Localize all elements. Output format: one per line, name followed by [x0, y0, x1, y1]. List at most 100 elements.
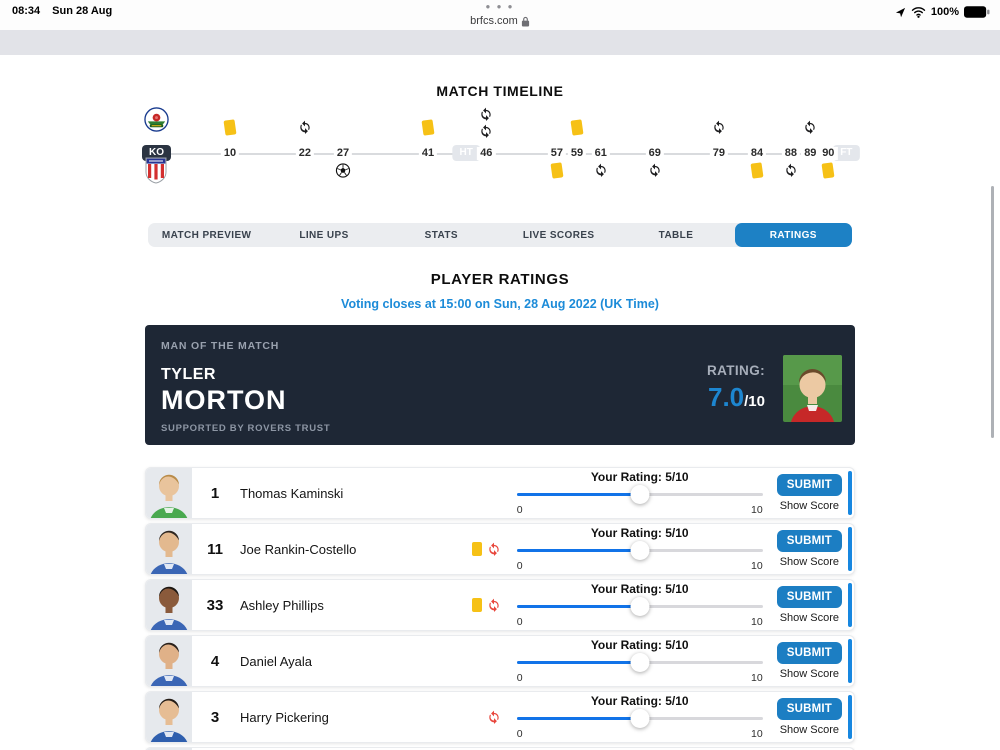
- slider-min-label: 0: [516, 504, 523, 516]
- your-rating-label: Your Rating: 5/10: [590, 638, 689, 652]
- kickoff-badge: KO: [142, 145, 171, 161]
- browser-toolbar-band: [0, 30, 1000, 55]
- substitution-icon: [650, 163, 660, 177]
- yellow-card-icon: [421, 119, 435, 136]
- rating-control: Your Rating: 5/10 0 10: [516, 638, 763, 684]
- slider-max-label: 10: [751, 504, 763, 516]
- slider-min-label: 0: [516, 560, 523, 572]
- substitution-icon: [300, 120, 310, 134]
- yellow-card-icon: [550, 162, 564, 179]
- tab-ratings[interactable]: RATINGS: [734, 223, 852, 247]
- tab-overview-dots-icon[interactable]: ● ● ●: [485, 2, 515, 11]
- show-score-link[interactable]: Show Score: [779, 556, 840, 568]
- submit-rating-button[interactable]: SUBMIT: [776, 642, 842, 664]
- tab-match-preview[interactable]: MATCH PREVIEW: [161, 229, 252, 241]
- status-time-date: 08:34 Sun 28 Aug: [12, 5, 112, 17]
- row-accent-bar: [848, 695, 852, 739]
- motm-rating-label: RATING:: [706, 363, 765, 378]
- timeline-minute-label: 59: [567, 147, 587, 160]
- your-rating-label: Your Rating: 5/10: [590, 470, 689, 484]
- slider-thumb[interactable]: [630, 541, 650, 560]
- show-score-link[interactable]: Show Score: [779, 668, 840, 680]
- player-shirt-number: 1: [210, 484, 220, 502]
- rating-slider[interactable]: [516, 653, 763, 672]
- page-scrollbar[interactable]: [991, 186, 994, 438]
- tab-stats[interactable]: STATS: [424, 229, 458, 241]
- slider-track-fill: [516, 493, 640, 496]
- partially-visible-player-row: [145, 747, 855, 750]
- status-time: 08:34: [12, 5, 41, 17]
- slider-max-label: 10: [751, 560, 763, 572]
- yellow-card-icon: [223, 119, 237, 136]
- url-text: brfcs.com: [470, 15, 518, 27]
- player-match-event-icons: [459, 542, 501, 556]
- timeline-minute-label: 22: [295, 147, 314, 160]
- half-time-badge: HT: [452, 145, 480, 161]
- address-bar[interactable]: brfcs.com: [470, 15, 530, 27]
- player-photo: [146, 636, 192, 686]
- yellow-card-icon: [750, 162, 764, 179]
- timeline-minute-label: 10: [220, 147, 240, 160]
- row-accent-bar: [848, 527, 852, 571]
- goal-icon: [335, 163, 351, 178]
- timeline-minute-label: 27: [333, 147, 353, 160]
- substitution-icon: [489, 542, 499, 556]
- player-shirt-number: 3: [210, 708, 220, 726]
- slider-thumb[interactable]: [630, 653, 650, 672]
- man-of-the-match-card: MAN OF THE MATCH TYLER MORTON SUPPORTED …: [145, 325, 855, 445]
- submit-rating-button[interactable]: SUBMIT: [776, 698, 842, 720]
- slider-thumb[interactable]: [630, 709, 650, 728]
- rating-slider[interactable]: [516, 541, 763, 560]
- substitution-icon: [481, 107, 491, 121]
- section-tab-bar: MATCH PREVIEW LINE UPS STATS LIVE SCORES TAB…: [148, 223, 852, 247]
- player-name: Ashley Phillips: [240, 597, 324, 613]
- rating-slider[interactable]: [516, 709, 763, 728]
- voting-deadline-text: Voting closes at 15:00 on Sun, 28 Aug 20…: [341, 297, 659, 311]
- full-time-badge: FT: [833, 145, 860, 161]
- rating-slider[interactable]: [516, 485, 763, 504]
- tab-table[interactable]: TABLE: [658, 229, 694, 241]
- your-rating-label: Your Rating: 5/10: [590, 582, 689, 596]
- slider-min-label: 0: [516, 616, 523, 628]
- slider-max-label: 10: [751, 728, 763, 740]
- player-photo: [146, 748, 192, 750]
- motm-first-name: TYLER: [161, 366, 216, 383]
- timeline-event-substitution-away: [784, 163, 798, 177]
- substitution-icon: [489, 710, 499, 724]
- timeline-event-yellow-card-home: [223, 119, 237, 136]
- timeline-axis: [146, 153, 854, 155]
- substitution-icon: [805, 120, 815, 134]
- motm-player-photo: [783, 355, 842, 422]
- timeline-minute-label: 79: [709, 147, 728, 160]
- player-ratings-list: 1 Thomas Kaminski Your Rating: 5/10 0 10…: [145, 467, 855, 743]
- submit-rating-button[interactable]: SUBMIT: [776, 530, 842, 552]
- timeline-minute-label: 88: [781, 147, 800, 160]
- lock-icon: [521, 16, 529, 26]
- show-score-link[interactable]: Show Score: [779, 724, 840, 736]
- substitution-icon: [786, 163, 796, 177]
- slider-thumb[interactable]: [630, 597, 650, 616]
- slider-track-fill: [516, 605, 640, 608]
- player-shirt-number: 11: [207, 540, 223, 558]
- slider-thumb[interactable]: [630, 485, 650, 504]
- player-photo: [146, 468, 192, 518]
- match-timeline: KO HT FT: [140, 107, 860, 187]
- player-rating-row: 1 Thomas Kaminski Your Rating: 5/10 0 10…: [145, 467, 855, 519]
- show-score-link[interactable]: Show Score: [779, 500, 840, 512]
- slider-max-label: 10: [751, 616, 763, 628]
- your-rating-label: Your Rating: 5/10: [590, 694, 689, 708]
- player-match-event-icons: [459, 710, 501, 724]
- substitution-icon: [481, 124, 491, 138]
- show-score-link[interactable]: Show Score: [779, 612, 840, 624]
- yellow-card-icon: [471, 598, 482, 612]
- tab-line-ups[interactable]: LINE UPS: [299, 229, 349, 241]
- submit-rating-button[interactable]: SUBMIT: [776, 474, 842, 496]
- submit-rating-button[interactable]: SUBMIT: [776, 586, 842, 608]
- slider-min-label: 0: [516, 672, 523, 684]
- motm-rating-value: 7.0: [707, 382, 745, 412]
- slider-track-fill: [516, 661, 640, 664]
- your-rating-label: Your Rating: 5/10: [590, 526, 689, 540]
- rating-slider[interactable]: [516, 597, 763, 616]
- timeline-event-substitution-away: [648, 163, 662, 177]
- tab-live-scores[interactable]: LIVE SCORES: [522, 229, 595, 241]
